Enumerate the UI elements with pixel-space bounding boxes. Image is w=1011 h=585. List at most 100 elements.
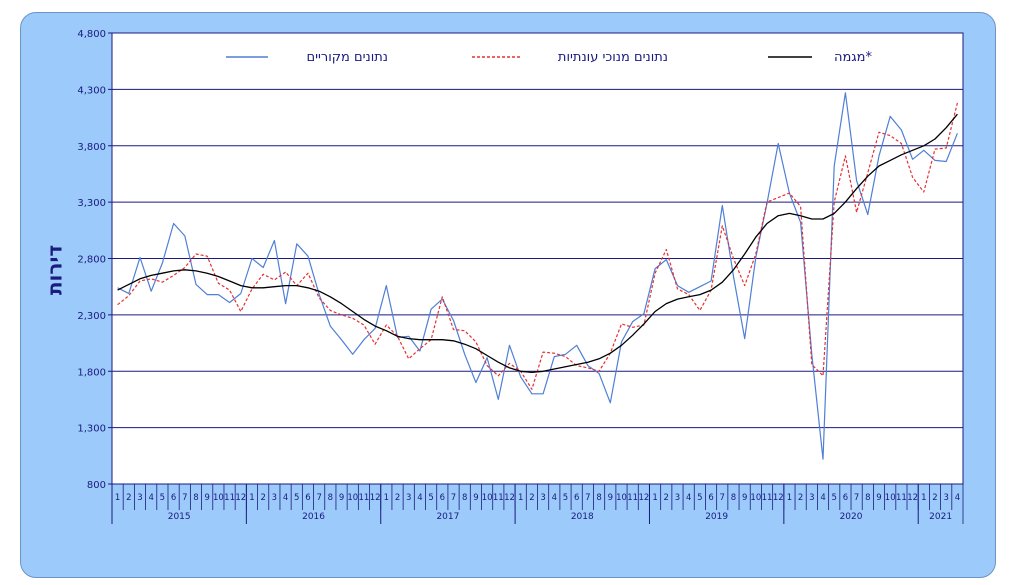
x-tick-label: 5 <box>160 493 165 503</box>
series-line-original <box>117 92 958 460</box>
legend: נתונים מקוריים נתונים מנוכי עונתיות מגמה… <box>226 50 873 65</box>
x-tick-label: 4 <box>417 493 422 503</box>
x-tick-label: 9 <box>339 493 344 503</box>
year-label: 2018 <box>571 512 594 522</box>
y-tick-label: 2,800 <box>77 255 106 266</box>
x-tick-label: 7 <box>451 493 456 503</box>
legend-label-trend: מגמה* <box>834 50 873 65</box>
y-tick-label: 1,300 <box>77 424 106 435</box>
x-tick-label: 12 <box>638 493 649 503</box>
x-tick-label: 5 <box>294 493 299 503</box>
series-line-trend <box>117 113 958 374</box>
x-tick-label: 9 <box>204 493 209 503</box>
y-axis-ticks: 800 1,300 1,800 2,300 2,800 3,300 3,800 4,300 4,… <box>77 29 112 491</box>
year-label: 2017 <box>436 512 459 522</box>
year-label: 2020 <box>840 512 863 522</box>
x-tick-label: 6 <box>574 493 579 503</box>
y-tick-label: 2,300 <box>77 311 106 322</box>
x-tick-label: 7 <box>585 493 590 503</box>
x-tick-label: 2 <box>664 493 669 503</box>
x-tick-label: 2 <box>260 493 265 503</box>
x-tick-label: 3 <box>540 493 545 503</box>
x-tick-label: 3 <box>137 493 142 503</box>
x-tick-label: 7 <box>720 493 725 503</box>
x-tick-label: 7 <box>182 493 187 503</box>
series-line-seasonally-adjusted <box>117 102 958 390</box>
year-label: 2015 <box>168 512 191 522</box>
x-tick-label: 7 <box>316 493 321 503</box>
x-tick-label: 8 <box>596 493 601 503</box>
x-tick-label: 2 <box>529 493 534 503</box>
year-label: 2016 <box>302 512 325 522</box>
x-tick-label: 12 <box>773 493 784 503</box>
x-tick-label: 1 <box>921 493 926 503</box>
x-tick-label: 6 <box>305 493 310 503</box>
x-tick-label: 3 <box>675 493 680 503</box>
series-lines <box>117 92 958 460</box>
y-tick-label: 800 <box>87 480 106 491</box>
x-tick-label: 2 <box>395 493 400 503</box>
x-tick-label: 1 <box>652 493 657 503</box>
x-tick-label: 5 <box>563 493 568 503</box>
x-tick-label: 8 <box>193 493 198 503</box>
x-tick-label: 6 <box>843 493 848 503</box>
y-tick-label: 1,800 <box>77 367 106 378</box>
x-tick-label: 3 <box>809 493 814 503</box>
x-tick-label: 8 <box>328 493 333 503</box>
x-tick-label: 9 <box>876 493 881 503</box>
x-tick-label: 10 <box>885 493 896 503</box>
x-tick-label: 11 <box>359 493 370 503</box>
x-tick-label: 4 <box>148 493 153 503</box>
x-tick-label: 12 <box>370 493 381 503</box>
x-tick-label: 11 <box>627 493 638 503</box>
x-tick-label: 5 <box>832 493 837 503</box>
x-tick-label: 2 <box>932 493 937 503</box>
x-tick-label: 9 <box>742 493 747 503</box>
y-tick-label: 4,800 <box>77 29 106 40</box>
year-label: 2021 <box>929 512 952 522</box>
x-tick-label: 1 <box>249 493 254 503</box>
x-tick-label: 8 <box>731 493 736 503</box>
x-tick-label: 3 <box>406 493 411 503</box>
x-tick-label: 2 <box>126 493 131 503</box>
x-tick-label: 7 <box>854 493 859 503</box>
x-tick-label: 3 <box>272 493 277 503</box>
x-tick-label: 11 <box>224 493 235 503</box>
legend-label-seasonal: נתונים מנוכי עונתיות <box>558 50 668 65</box>
x-tick-label: 4 <box>820 493 825 503</box>
x-tick-label: 10 <box>213 493 224 503</box>
x-tick-label: 11 <box>493 493 504 503</box>
x-tick-label: 11 <box>762 493 773 503</box>
y-axis-label: דירות <box>43 245 67 295</box>
x-tick-label: 5 <box>697 493 702 503</box>
x-tick-label: 3 <box>943 493 948 503</box>
x-tick-label: 12 <box>235 493 246 503</box>
x-tick-label: 6 <box>171 493 176 503</box>
x-tick-label: 4 <box>955 493 960 503</box>
x-tick-label: 12 <box>907 493 918 503</box>
year-label: 2019 <box>705 512 728 522</box>
y-tick-label: 3,800 <box>77 142 106 153</box>
x-tick-label: 11 <box>896 493 907 503</box>
x-tick-label: 8 <box>462 493 467 503</box>
x-tick-label: 12 <box>504 493 515 503</box>
x-tick-label: 10 <box>482 493 493 503</box>
x-tick-label: 4 <box>283 493 288 503</box>
x-tick-label: 6 <box>440 493 445 503</box>
y-tick-label: 3,300 <box>77 198 106 209</box>
x-tick-label: 2 <box>798 493 803 503</box>
y-tick-label: 4,300 <box>77 85 106 96</box>
x-tick-label: 8 <box>865 493 870 503</box>
x-tick-label: 5 <box>428 493 433 503</box>
x-tick-label: 1 <box>787 493 792 503</box>
x-tick-label: 1 <box>518 493 523 503</box>
x-tick-label: 4 <box>552 493 557 503</box>
x-tick-label: 10 <box>616 493 627 503</box>
x-tick-label: 9 <box>608 493 613 503</box>
x-tick-label: 9 <box>473 493 478 503</box>
x-tick-label: 6 <box>708 493 713 503</box>
x-tick-label: 1 <box>115 493 120 503</box>
x-axis: 1 2 3 4 5 6 7 8 9 10 11 12 1 2 3 4 5 6 7 8 9 10 11 12 1 2 3 4 5 6 7 8 9 1… <box>111 484 964 524</box>
x-tick-label: 4 <box>686 493 691 503</box>
